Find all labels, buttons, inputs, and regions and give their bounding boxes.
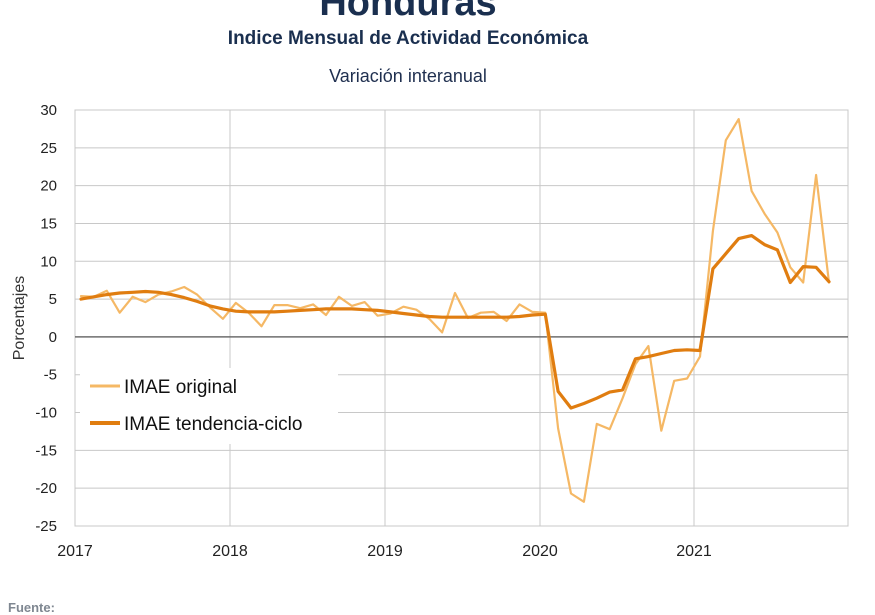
y-tick-label: 20 (40, 178, 57, 195)
series-line-imae-tendencia-ciclo (79, 234, 831, 410)
y-tick-label: 5 (49, 291, 57, 308)
source-label: Fuente: (8, 600, 55, 615)
y-tick-label: 15 (40, 215, 57, 232)
x-tick-label: 2018 (212, 543, 248, 560)
y-tick-label: 0 (49, 329, 57, 346)
chart-country-title: Honduras (319, 0, 497, 24)
legend-box (80, 368, 338, 444)
y-tick-label: 25 (40, 140, 57, 157)
y-tick-label: -25 (35, 518, 57, 535)
x-tick-label: 2017 (57, 543, 93, 560)
x-tick-label: 2019 (367, 543, 403, 560)
x-tick-label: 2021 (676, 543, 712, 560)
legend-label: IMAE tendencia-ciclo (124, 414, 302, 435)
legend-label: IMAE original (124, 377, 237, 398)
y-tick-label: -10 (35, 405, 57, 422)
y-axis-title: Porcentajes (11, 276, 28, 361)
chart-subtitle: Indice Mensual de Actividad Económica (227, 28, 589, 49)
series-line-imae-original (79, 117, 831, 503)
y-tick-label: -20 (35, 480, 57, 497)
y-tick-label: 30 (40, 102, 57, 119)
x-tick-label: 2020 (522, 543, 558, 560)
chart-subtitle-variation: Variación interanual (329, 66, 487, 86)
y-tick-label: -15 (35, 442, 57, 459)
y-tick-label: 10 (40, 253, 57, 270)
y-tick-label: -5 (44, 367, 57, 384)
